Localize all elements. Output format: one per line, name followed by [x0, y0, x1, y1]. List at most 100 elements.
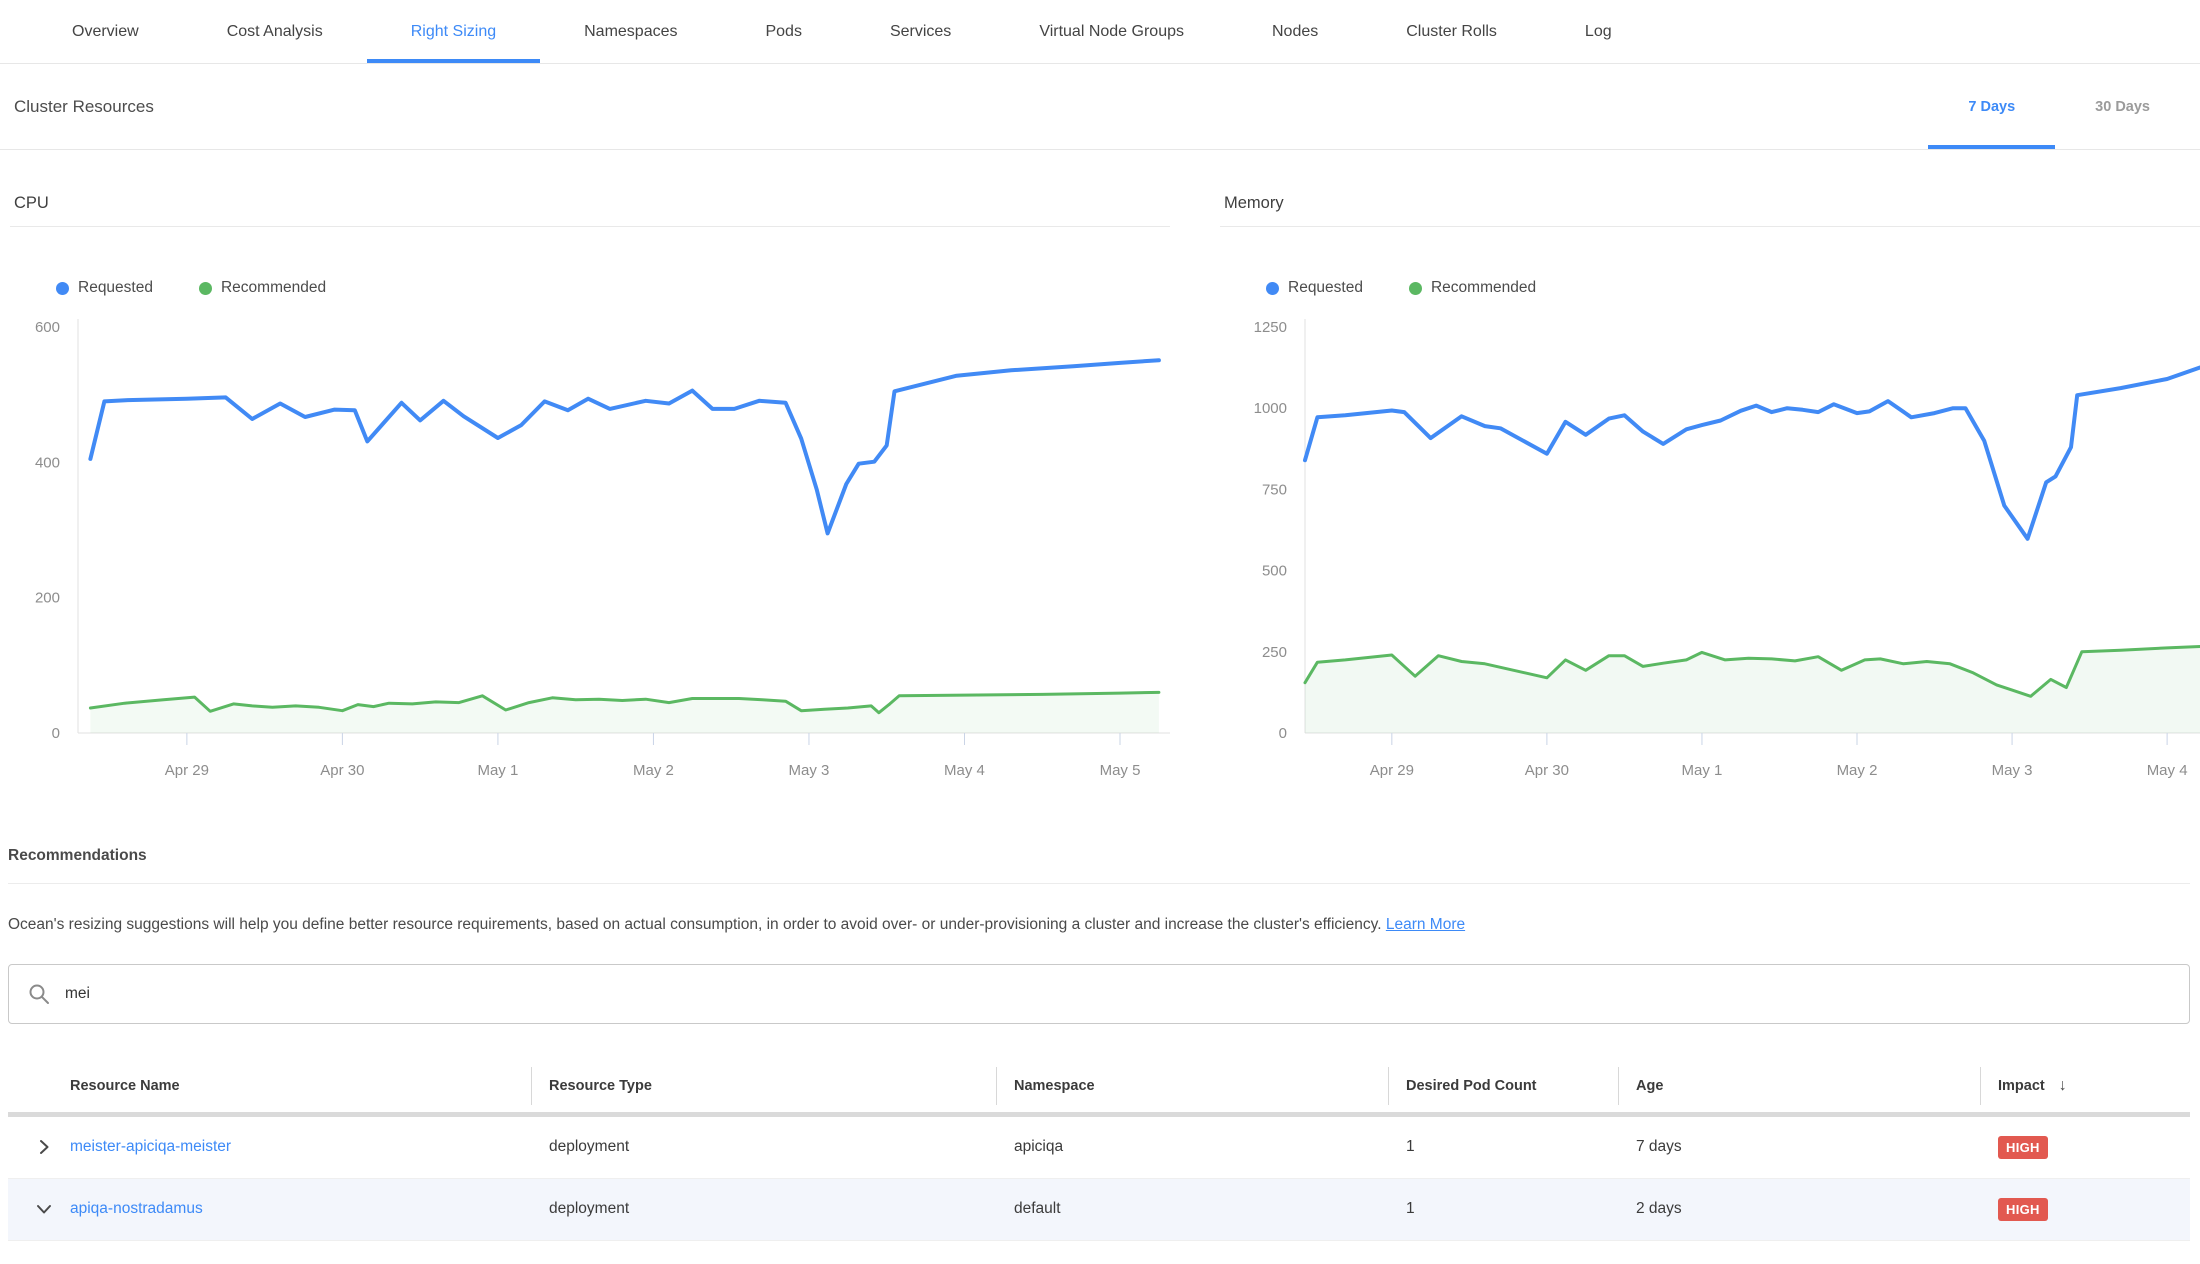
resource-name-link[interactable]: meister-apiciqa-meister: [70, 1138, 231, 1155]
svg-text:May 1: May 1: [1682, 762, 1723, 779]
tab-right-sizing[interactable]: Right Sizing: [367, 0, 540, 63]
age-cell: 7 days: [1618, 1138, 1980, 1156]
svg-text:May 3: May 3: [789, 762, 830, 779]
age-cell: 2 days: [1618, 1200, 1980, 1218]
legend-dot-icon: [1266, 282, 1279, 295]
svg-text:Apr 30: Apr 30: [320, 762, 364, 779]
tab-cluster-rolls[interactable]: Cluster Rolls: [1362, 0, 1541, 63]
tab-virtual-node-groups[interactable]: Virtual Node Groups: [995, 0, 1228, 63]
tab-namespaces[interactable]: Namespaces: [540, 0, 721, 63]
search-icon: [27, 982, 51, 1006]
tab-overview[interactable]: Overview: [28, 0, 183, 63]
tab-services[interactable]: Services: [846, 0, 995, 63]
header-resource-name[interactable]: Resource Name: [70, 1060, 531, 1112]
legend-item-recommended: Recommended: [199, 279, 326, 297]
table-header: Resource Name Resource Type Namespace De…: [8, 1060, 2190, 1112]
legend-item-requested: Requested: [1266, 279, 1363, 297]
tab-log[interactable]: Log: [1541, 0, 1656, 63]
range-tab-7-days[interactable]: 7 Days: [1928, 64, 2055, 149]
nav-tab-label: Cost Analysis: [227, 23, 323, 41]
row-expander[interactable]: [8, 1199, 70, 1219]
nav-tab-label: Cluster Rolls: [1406, 23, 1497, 41]
svg-text:May 4: May 4: [2147, 762, 2188, 779]
recommendations-section: Recommendations Ocean's resizing suggest…: [0, 847, 2200, 1241]
tab-cost-analysis[interactable]: Cost Analysis: [183, 0, 367, 63]
svg-text:May 3: May 3: [1992, 762, 2033, 779]
header-namespace[interactable]: Namespace: [996, 1060, 1388, 1112]
chart-title: CPU: [10, 194, 1170, 227]
svg-text:Apr 29: Apr 29: [165, 762, 209, 779]
range-tab-30-days[interactable]: 30 Days: [2055, 64, 2190, 149]
memory-panel: Memory Requested Recommended 02505007501…: [1220, 194, 2200, 783]
nav-tab-label: Services: [890, 23, 951, 41]
legend-item-requested: Requested: [56, 279, 153, 297]
nav-tab-label: Namespaces: [584, 23, 677, 41]
impact-badge: HIGH: [1998, 1136, 2048, 1159]
page-tabs: Overview Cost Analysis Right Sizing Name…: [0, 0, 2200, 64]
learn-more-link[interactable]: Learn More: [1386, 916, 1465, 933]
range-tab-label: 7 Days: [1968, 99, 2015, 115]
namespace-cell: default: [996, 1200, 1388, 1218]
tab-pods[interactable]: Pods: [721, 0, 845, 63]
svg-text:600: 600: [35, 319, 60, 336]
svg-text:0: 0: [1279, 725, 1287, 742]
pod-count-cell: 1: [1388, 1138, 1618, 1156]
legend-item-recommended: Recommended: [1409, 279, 1536, 297]
resource-type-cell: deployment: [531, 1138, 996, 1156]
svg-text:400: 400: [35, 454, 60, 471]
row-expander[interactable]: [8, 1137, 70, 1157]
time-range-toggle: 7 Days 30 Days: [1928, 64, 2200, 149]
svg-text:1250: 1250: [1254, 319, 1287, 336]
chart-legend: Requested Recommended: [1266, 279, 2200, 297]
chevron-right-icon: [34, 1137, 54, 1157]
search-input[interactable]: [65, 985, 2171, 1003]
header-spacer: [8, 1060, 70, 1112]
nav-tab-label: Nodes: [1272, 23, 1318, 41]
memory-chart: 025050075010001250Apr 29Apr 30May 1May 2…: [1220, 313, 2200, 783]
tab-nodes[interactable]: Nodes: [1228, 0, 1362, 63]
cluster-resources-header: Cluster Resources 7 Days 30 Days: [0, 64, 2200, 150]
charts-row: CPU Requested Recommended 0 200 400 600 Apr …: [0, 150, 2200, 783]
nav-tab-label: Log: [1585, 23, 1612, 41]
nav-tab-label: Overview: [72, 23, 139, 41]
legend-dot-icon: [1409, 282, 1422, 295]
header-impact[interactable]: Impact ↓: [1980, 1060, 2190, 1112]
svg-text:500: 500: [1262, 563, 1287, 580]
recommendations-table: Resource Name Resource Type Namespace De…: [8, 1060, 2190, 1241]
sort-descending-icon: ↓: [2059, 1077, 2067, 1095]
range-tab-label: 30 Days: [2095, 99, 2150, 115]
recommendations-title: Recommendations: [8, 847, 2190, 884]
svg-text:0: 0: [52, 725, 60, 742]
section-title: Cluster Resources: [14, 97, 154, 117]
resource-name-link[interactable]: apiqa-nostradamus: [70, 1200, 203, 1217]
pod-count-cell: 1: [1388, 1200, 1618, 1218]
svg-text:200: 200: [35, 590, 60, 607]
description-text: Ocean's resizing suggestions will help y…: [8, 916, 1382, 933]
search-box: [8, 964, 2190, 1024]
legend-dot-icon: [56, 282, 69, 295]
header-age[interactable]: Age: [1618, 1060, 1980, 1112]
header-resource-type[interactable]: Resource Type: [531, 1060, 996, 1112]
table-row[interactable]: meister-apiciqa-meister deployment apici…: [8, 1117, 2190, 1179]
header-desired-pod-count[interactable]: Desired Pod Count: [1388, 1060, 1618, 1112]
svg-text:May 5: May 5: [1100, 762, 1141, 779]
cpu-chart: 0200400600Apr 29Apr 30May 1May 2May 3May…: [10, 313, 1170, 783]
chart-title: Memory: [1220, 194, 2200, 227]
svg-text:750: 750: [1262, 481, 1287, 498]
nav-tab-label: Pods: [765, 23, 801, 41]
svg-text:1000: 1000: [1254, 400, 1287, 417]
svg-text:Apr 30: Apr 30: [1525, 762, 1569, 779]
svg-text:May 2: May 2: [1837, 762, 1878, 779]
recommendations-description: Ocean's resizing suggestions will help y…: [8, 914, 2190, 936]
chevron-down-icon: [34, 1199, 54, 1219]
legend-label: Recommended: [221, 279, 326, 297]
legend-label: Requested: [1288, 279, 1363, 297]
svg-text:May 1: May 1: [477, 762, 518, 779]
nav-tab-label: Right Sizing: [411, 23, 496, 41]
table-row[interactable]: apiqa-nostradamus deployment default 1 2…: [8, 1179, 2190, 1241]
cpu-panel: CPU Requested Recommended 0 200 400 600 Apr …: [10, 194, 1170, 783]
svg-text:Apr 29: Apr 29: [1370, 762, 1414, 779]
table-body: meister-apiciqa-meister deployment apici…: [8, 1117, 2190, 1241]
svg-text:May 4: May 4: [944, 762, 985, 779]
resource-type-cell: deployment: [531, 1200, 996, 1218]
